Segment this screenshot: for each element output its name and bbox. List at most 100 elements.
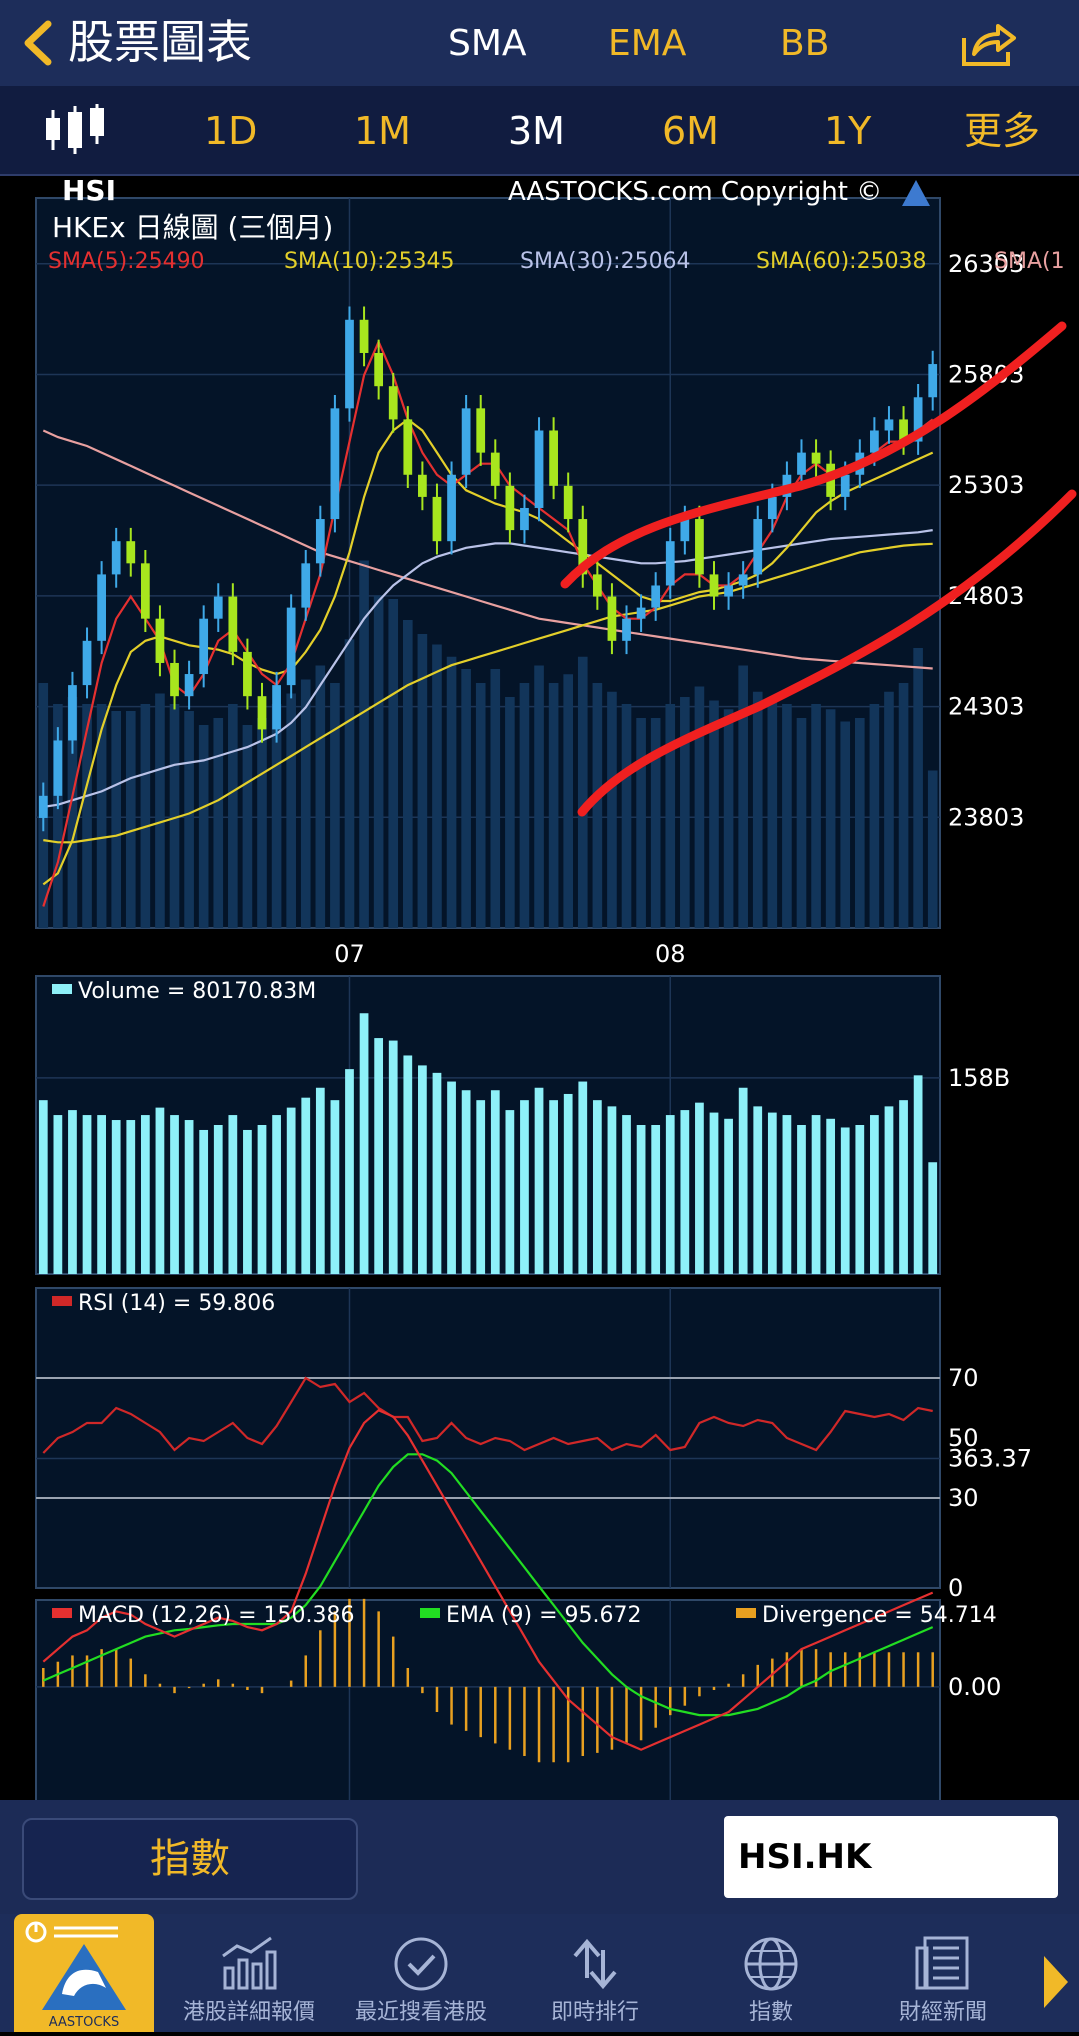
period-more[interactable]: 更多: [964, 109, 1041, 153]
candle-body: [403, 419, 413, 475]
volume-bar: [549, 1100, 558, 1274]
period-3m[interactable]: 3M: [508, 109, 565, 153]
price-volume-bar: [621, 704, 632, 928]
volume-bar: [97, 1115, 106, 1274]
period-bar: 1D 1M 3M 6M 1Y 更多: [0, 86, 1079, 176]
volume-bar: [753, 1106, 763, 1274]
price-volume-bar: [811, 704, 821, 928]
price-volume-bar: [475, 683, 486, 928]
volume-bar: [155, 1107, 165, 1274]
bottom-nav: AASTOCKS 港股詳細報價 最近搜看港股 即時排行: [0, 1914, 1079, 2032]
volume-bar: [213, 1125, 223, 1274]
price-volume-bar: [694, 686, 705, 928]
candle-body: [257, 696, 267, 730]
candle-body: [170, 662, 179, 697]
nav-recent[interactable]: 最近搜看港股: [336, 1914, 506, 2032]
volume-bar: [636, 1125, 646, 1274]
price-volume-bar: [344, 639, 355, 928]
tab-sma[interactable]: SMA: [448, 23, 527, 64]
candle-body: [680, 519, 690, 542]
volume-bar: [665, 1115, 675, 1274]
nav-next-arrow-icon[interactable]: [1044, 1956, 1068, 2008]
candle-body: [345, 319, 354, 409]
tab-ema[interactable]: EMA: [608, 23, 687, 64]
price-volume-bar: [330, 683, 340, 928]
candle-body: [505, 485, 515, 531]
price-volume-bar: [782, 704, 792, 928]
macd-tick-label: 363.37: [948, 1444, 1032, 1472]
candle-body: [68, 685, 77, 741]
candle-body: [607, 596, 617, 641]
index-button[interactable]: 指數: [22, 1818, 358, 1900]
period-6m[interactable]: 6M: [662, 109, 719, 153]
volume-bar: [695, 1102, 704, 1274]
candle-body: [563, 485, 573, 520]
nav-home-button[interactable]: AASTOCKS: [14, 1914, 154, 2032]
candle-body: [388, 386, 398, 420]
rsi-tick-label: 50: [948, 1424, 979, 1452]
volume-bar: [432, 1072, 442, 1274]
nav-ranking[interactable]: 即時排行: [510, 1914, 680, 2032]
volume-bar: [461, 1090, 471, 1274]
chart-area[interactable]: 26303 25803 25303 24803 24303 23803 07 08 HSI HKE…: [0, 176, 1079, 1800]
globe-icon: [744, 1937, 798, 1991]
period-1m[interactable]: 1M: [354, 109, 411, 153]
price-volume-bar: [884, 691, 894, 928]
rsi-line: [42, 1376, 933, 1454]
volume-bar: [811, 1115, 821, 1274]
rsi-tick-label: 30: [948, 1484, 979, 1512]
volume-bar: [870, 1115, 879, 1274]
sma-legend-label: SMA(1: [994, 249, 1065, 274]
candle-body: [636, 607, 646, 619]
candle-body: [490, 452, 500, 486]
volume-bar: [243, 1129, 252, 1274]
volume-bar: [228, 1115, 238, 1274]
volume-bar: [709, 1112, 719, 1274]
price-volume-bar: [242, 725, 253, 928]
candlestick-type-icon[interactable]: [44, 104, 108, 156]
volume-bar: [301, 1097, 311, 1274]
share-icon[interactable]: [958, 18, 1018, 70]
volume-bar: [899, 1100, 908, 1274]
symbol-code-input[interactable]: HSI.HK: [724, 1816, 1058, 1898]
price-volume-bar: [840, 721, 851, 928]
candle-body: [884, 419, 894, 431]
volume-tick-label: 158B: [948, 1064, 1010, 1092]
price-volume-bar: [286, 693, 296, 928]
nav-news[interactable]: 財經新聞: [858, 1914, 1028, 2032]
candle-body: [359, 319, 369, 353]
tab-bb[interactable]: BB: [780, 23, 830, 64]
up-down-arrows-icon: [573, 1938, 617, 1990]
period-1d[interactable]: 1D: [204, 109, 258, 153]
volume-bar: [359, 1013, 369, 1274]
price-volume-bar: [373, 595, 384, 928]
back-chevron-icon[interactable]: [14, 18, 64, 68]
candle-body: [753, 519, 763, 575]
header-bar: 股票圖表 SMA EMA BB: [0, 0, 1079, 86]
candle-body: [272, 685, 281, 730]
price-volume-bar: [432, 644, 442, 928]
volume-legend-label: Volume = 80170.83M: [78, 979, 316, 1004]
price-volume-bar: [446, 656, 457, 928]
nav-quote[interactable]: 港股詳細報價: [164, 1914, 334, 2032]
price-volume-bar: [738, 665, 748, 928]
newspaper-icon: [915, 1936, 969, 1990]
price-volume-bar: [548, 683, 559, 928]
volume-bar: [724, 1118, 733, 1274]
sma-legend-label: SMA(5):25490: [48, 249, 205, 274]
price-volume-bar: [213, 718, 224, 928]
period-1y[interactable]: 1Y: [824, 109, 872, 153]
volume-bar: [928, 1162, 938, 1274]
price-volume-bar: [898, 683, 909, 928]
price-volume-bar: [461, 669, 471, 928]
nav-index-label: 指數: [748, 2000, 793, 2025]
volume-bar: [476, 1100, 486, 1274]
price-volume-bar: [519, 683, 530, 928]
price-volume-bar: [271, 704, 282, 928]
volume-bar: [840, 1127, 850, 1274]
rsi-legend-swatch: [52, 1296, 72, 1306]
nav-index[interactable]: 指數: [686, 1914, 856, 2032]
volume-bar: [592, 1100, 602, 1274]
price-volume-bar: [300, 679, 311, 928]
